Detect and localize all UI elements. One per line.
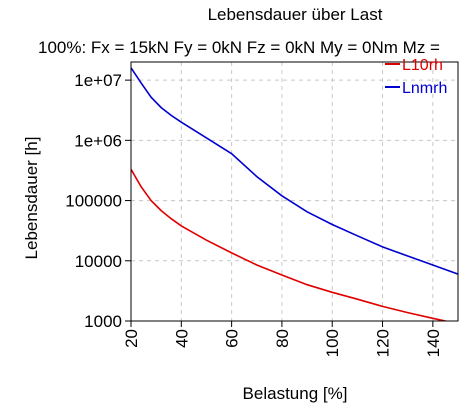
y-tick-label: 1e+06 <box>74 131 122 150</box>
y-tick-label: 10000 <box>75 252 122 271</box>
x-tick-label: 60 <box>223 329 242 348</box>
grid-lines <box>130 62 458 322</box>
legend-label-l10rh: L10rh <box>402 57 443 74</box>
x-axis-ticks: 20 40 60 80 100 120 140 <box>122 321 443 357</box>
plot-frame <box>130 61 459 322</box>
x-tick-label: 120 <box>374 329 393 357</box>
y-tick-label: 100000 <box>65 192 122 211</box>
x-tick-label: 80 <box>273 329 292 348</box>
plot-series <box>131 67 458 321</box>
series-line-lnmrh <box>131 67 458 275</box>
x-tick-label: 140 <box>424 329 443 357</box>
y-axis-ticks: 1000 10000 100000 1e+06 1e+07 <box>65 71 131 331</box>
chart-subtitle: 100%: Fx = 15kN Fy = 0kN Fz = 0kN My = 0… <box>38 38 440 57</box>
x-tick-label: 100 <box>323 329 342 357</box>
legend: L10rh Lnmrh <box>385 57 447 97</box>
y-axis-label: Lebensdauer [h] <box>22 137 41 260</box>
legend-label-lnmrh: Lnmrh <box>402 80 447 97</box>
x-tick-label: 20 <box>122 329 141 348</box>
y-tick-label: 1000 <box>84 312 122 331</box>
series-line-l10rh <box>131 168 449 321</box>
chart-title: Lebensdauer über Last <box>208 5 383 24</box>
x-axis-label: Belastung [%] <box>243 384 348 403</box>
y-tick-label: 1e+07 <box>74 71 122 90</box>
x-tick-label: 40 <box>172 329 191 348</box>
